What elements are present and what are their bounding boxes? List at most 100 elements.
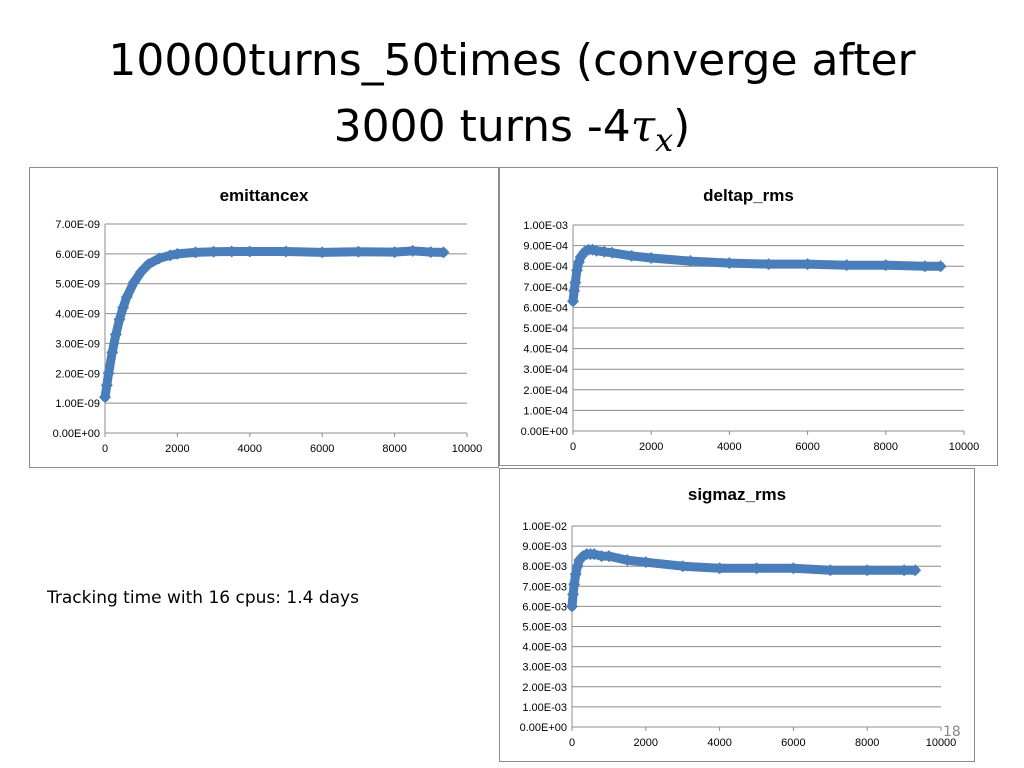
emittancex-x-tick-label: 4000	[238, 443, 262, 455]
emittancex-y-tick-label: 0.00E+00	[53, 428, 100, 440]
deltap-rms-y-tick-label: 9.00E-04	[523, 241, 568, 253]
emittancex-data-point	[171, 247, 184, 260]
deltap-rms-y-tick-label: 3.00E-04	[523, 364, 568, 376]
deltap-rms-data-point	[568, 284, 581, 297]
deltap-rms-data-point	[625, 249, 638, 262]
emittancex-data-point	[99, 391, 111, 404]
deltap-rms-title: deltap_rms	[703, 186, 794, 205]
sigmaz-rms-y-tick-label: 6.00E-03	[522, 601, 567, 613]
emittancex-data-point	[117, 301, 130, 314]
emittancex-data-point	[225, 245, 238, 258]
sigmaz-rms-data-point	[566, 600, 578, 613]
emittancex-data-point	[352, 245, 365, 258]
emittancex-y-tick-label: 3.00E-09	[55, 338, 100, 350]
emittancex-data-point	[207, 245, 220, 258]
emittancex-data-point	[424, 246, 437, 259]
sigmaz-rms-y-tick-label: 9.00E-03	[522, 541, 567, 553]
deltap-rms-y-tick-label: 5.00E-04	[523, 323, 568, 335]
emittancex-data-point	[120, 291, 133, 304]
sigmaz-rms-y-tick-label: 5.00E-03	[522, 622, 567, 634]
emittancex-data-point	[243, 245, 256, 258]
deltap-rms-y-tick-label: 8.00E-04	[523, 261, 568, 273]
deltap-rms-y-tick-label: 7.00E-04	[523, 282, 568, 294]
deltap-rms-chart: deltap_rms 0.00E+00 1.00E-04 2.00E-04 3.00E-…	[499, 167, 998, 466]
emittancex-data-point	[127, 276, 140, 289]
sigmaz-rms-x-tick-label: 10000	[926, 737, 957, 749]
emittancex-data-point	[189, 246, 202, 259]
deltap-rms-data-point	[645, 251, 658, 264]
emittancex-y-tick-label: 6.00E-09	[55, 249, 100, 261]
deltap-rms-y-tick-label: 1.00E-03	[523, 220, 568, 232]
deltap-rms-y-tick-label: 1.00E-04	[523, 405, 568, 417]
emittancex-chart: emittancex 0.00E+00 1.00E-09 2.00E-09 3.00E-…	[29, 167, 499, 468]
sigmaz-rms-data-point	[750, 562, 763, 575]
sigmaz-rms-data-point	[861, 564, 874, 577]
deltap-rms-x-tick-label: 0	[570, 441, 576, 453]
deltap-rms-x-tick-label: 4000	[717, 441, 741, 453]
title-line-2-text: 3000 turns -4	[333, 101, 631, 152]
emittancex-y-tick-label: 1.00E-09	[55, 398, 100, 410]
sigmaz-rms-y-tick-label: 7.00E-03	[522, 581, 567, 593]
emittancex-data-point	[142, 258, 155, 271]
emittancex-data-point	[113, 313, 126, 326]
deltap-rms-x-tick-label: 6000	[795, 441, 819, 453]
emittancex-x-tick-label: 2000	[165, 443, 189, 455]
emittancex-y-tick-label: 4.00E-09	[55, 309, 100, 321]
sigmaz-rms-data-point	[602, 550, 615, 563]
emittancex-data-point	[280, 245, 292, 258]
deltap-rms-data-point	[606, 246, 619, 259]
deltap-rms-data-point	[840, 259, 853, 272]
emittancex-data-point	[135, 265, 148, 278]
sigmaz-rms-chart-svg: sigmaz_rms 0.00E+00 1.00E-03 2.00E-03 3.00E-…	[520, 485, 957, 749]
emittancex-data-point	[109, 328, 122, 341]
sigmaz-rms-data-point	[595, 550, 608, 563]
emittancex-data-point	[316, 246, 329, 259]
emittancex-data-point	[102, 367, 115, 380]
deltap-rms-data-point	[762, 258, 775, 271]
sigmaz-rms-y-tick-label: 0.00E+00	[520, 722, 567, 734]
deltap-rms-data-point	[723, 257, 736, 270]
title-line-1: 10000turns_50times (converge after	[108, 35, 916, 86]
sigmaz-rms-data-point	[588, 548, 601, 561]
emittancex-x-tick-label: 0	[102, 443, 108, 455]
sigmaz-rms-data-point	[639, 556, 652, 569]
page-number: 18	[943, 724, 961, 740]
deltap-rms-data-point	[567, 295, 579, 308]
emittancex-data-point	[406, 244, 419, 257]
tau-letter: τ	[630, 101, 656, 152]
deltap-rms-data-point	[684, 255, 697, 268]
deltap-rms-y-tick-label: 4.00E-04	[523, 344, 568, 356]
sigmaz-rms-data-point	[568, 578, 581, 591]
emittancex-title: emittancex	[220, 186, 309, 205]
title-line-2: 3000 turns -4τx)	[0, 94, 1024, 173]
sigmaz-rms-y-tick-label: 3.00E-03	[522, 662, 567, 674]
sigmaz-rms-data-point	[569, 568, 582, 581]
deltap-rms-y-tick-label: 2.00E-04	[523, 385, 568, 397]
emittancex-data-point	[388, 246, 401, 259]
deltap-rms-data-point	[918, 260, 931, 273]
emittancex-chart-svg: emittancex 0.00E+00 1.00E-09 2.00E-09 3.00E-…	[53, 186, 483, 455]
sigmaz-rms-x-tick-label: 6000	[781, 737, 805, 749]
emittancex-x-tick-label: 8000	[382, 443, 406, 455]
deltap-rms-x-tick-label: 10000	[949, 441, 980, 453]
deltap-rms-y-tick-label: 6.00E-04	[523, 302, 568, 314]
emittancex-y-tick-label: 7.00E-09	[55, 219, 100, 231]
deltap-rms-data-point	[574, 250, 587, 263]
sigmaz-rms-data-point	[621, 554, 634, 567]
sigmaz-rms-y-tick-label: 4.00E-03	[522, 642, 567, 654]
deltap-rms-data-point	[569, 276, 582, 289]
sigmaz-rms-x-tick-label: 4000	[707, 737, 731, 749]
deltap-rms-data-point	[801, 258, 814, 271]
slide-title: 10000turns_50times (converge after 3000 …	[0, 28, 1024, 173]
sigmaz-rms-data-point	[573, 554, 586, 567]
emittancex-data-point	[106, 346, 119, 359]
sigmaz-rms-y-tick-label: 1.00E-02	[522, 521, 567, 533]
deltap-rms-data-point	[598, 245, 611, 258]
emittancex-y-tick-label: 5.00E-09	[55, 279, 100, 291]
sigmaz-rms-x-tick-label: 8000	[855, 737, 879, 749]
emittancex-y-tick-label: 2.00E-09	[55, 368, 100, 380]
deltap-rms-data-point	[590, 244, 603, 257]
sigmaz-rms-data-point	[898, 564, 911, 577]
tau-subscript: x	[655, 121, 674, 159]
sigmaz-rms-data-point	[787, 562, 800, 575]
